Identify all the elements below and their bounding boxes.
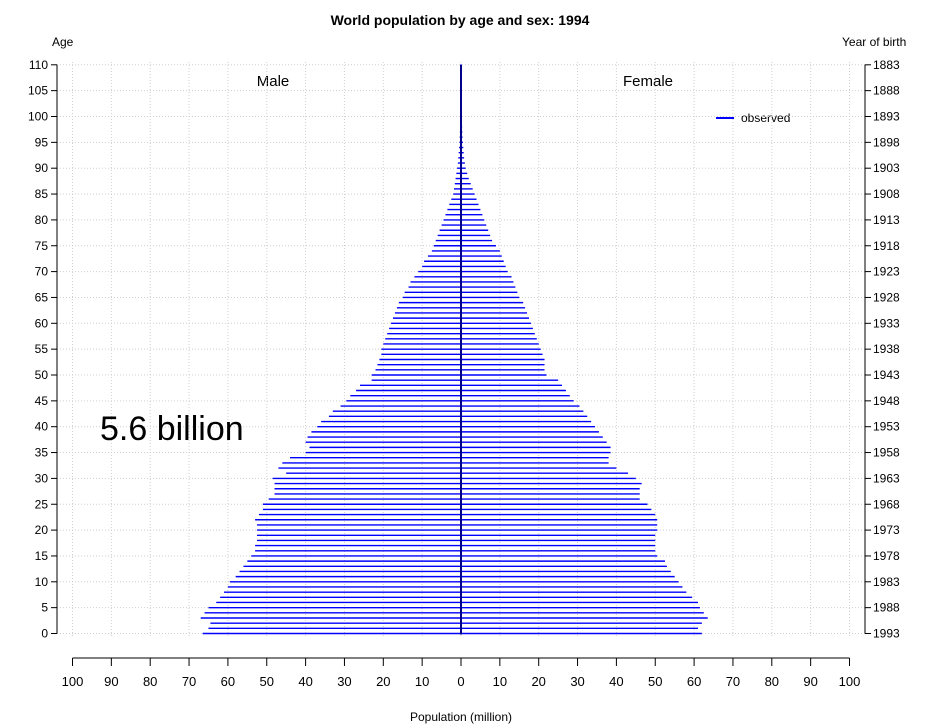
female-group-label: Female (623, 73, 673, 90)
x-tick-label: 20 (531, 674, 545, 689)
birth-year-tick-label: 1928 (873, 290, 900, 304)
chart-title: World population by age and sex: 1994 (331, 12, 590, 28)
x-tick-label: 70 (182, 674, 196, 689)
age-tick-label: 10 (35, 575, 49, 589)
birth-year-tick-label: 1903 (873, 161, 900, 175)
male-group-label: Male (257, 73, 290, 90)
y-axis-right-label: Year of birth (842, 35, 906, 49)
age-tick-label: 90 (35, 161, 49, 175)
birth-year-tick-label: 1883 (873, 58, 900, 72)
age-tick-label: 5 (41, 601, 48, 615)
x-tick-label: 100 (839, 674, 861, 689)
x-tick-label: 60 (221, 674, 235, 689)
x-axis-label: Population (million) (410, 710, 512, 724)
x-tick-label: 0 (457, 674, 464, 689)
age-tick-label: 20 (35, 523, 49, 537)
birth-year-tick-label: 1973 (873, 523, 900, 537)
birth-year-tick-label: 1988 (873, 601, 900, 615)
age-tick-label: 60 (35, 316, 49, 330)
x-tick-label: 30 (337, 674, 351, 689)
birth-year-tick-label: 1983 (873, 575, 900, 589)
birth-year-tick-label: 1918 (873, 239, 900, 253)
age-tick-label: 65 (35, 290, 49, 304)
birth-year-tick-label: 1963 (873, 471, 900, 485)
x-tick-label: 50 (260, 674, 274, 689)
x-tick-label: 100 (62, 674, 84, 689)
x-tick-label: 60 (687, 674, 701, 689)
x-tick-label: 80 (143, 674, 157, 689)
axes: 0 5 10 15 20 25 30 35 40 45 50 55 60 65 70 75 80 85 90 95 10… (28, 58, 900, 689)
x-tick-label: 50 (648, 674, 662, 689)
age-tick-label: 30 (35, 471, 49, 485)
age-tick-label: 35 (35, 446, 49, 460)
y-axis-left-label: Age (52, 35, 74, 49)
age-tick-label: 80 (35, 213, 49, 227)
age-tick-label: 0 (41, 627, 48, 641)
total-population-annotation: 5.6 billion (100, 410, 244, 448)
age-tick-label: 85 (35, 187, 49, 201)
birth-year-tick-label: 1893 (873, 110, 900, 124)
age-tick-label: 110 (29, 58, 48, 72)
age-tick-label: 95 (35, 135, 49, 149)
age-tick-label: 75 (35, 239, 49, 253)
legend: observed (716, 111, 790, 125)
age-tick-label: 50 (35, 368, 49, 382)
birth-year-tick-label: 1908 (873, 187, 900, 201)
birth-year-tick-label: 1938 (873, 342, 900, 356)
birth-year-tick-label: 1958 (873, 446, 900, 460)
age-tick-label: 100 (28, 110, 48, 124)
age-tick-label: 55 (35, 342, 49, 356)
x-tick-label: 80 (765, 674, 779, 689)
birth-year-tick-label: 1993 (873, 627, 900, 641)
birth-year-tick-label: 1923 (873, 265, 900, 279)
age-tick-label: 70 (35, 265, 49, 279)
legend-label: observed (741, 111, 790, 125)
birth-year-tick-label: 1898 (873, 135, 900, 149)
x-tick-label: 10 (493, 674, 507, 689)
x-tick-label: 70 (726, 674, 740, 689)
birth-year-tick-label: 1888 (873, 84, 900, 98)
birth-year-tick-label: 1943 (873, 368, 900, 382)
age-tick-label: 105 (28, 84, 48, 98)
x-tick-label: 20 (376, 674, 390, 689)
birth-year-tick-label: 1968 (873, 497, 900, 511)
x-tick-label: 30 (570, 674, 584, 689)
birth-year-tick-label: 1978 (873, 549, 900, 563)
age-tick-label: 45 (35, 394, 49, 408)
x-tick-label: 40 (298, 674, 312, 689)
birth-year-tick-label: 1913 (873, 213, 900, 227)
x-tick-label: 10 (415, 674, 429, 689)
birth-year-tick-label: 1933 (873, 316, 900, 330)
bars (200, 64, 708, 635)
age-tick-label: 15 (35, 549, 49, 563)
x-tick-label: 40 (609, 674, 623, 689)
x-tick-label: 90 (803, 674, 817, 689)
birth-year-tick-label: 1948 (873, 394, 900, 408)
x-tick-label: 90 (104, 674, 118, 689)
age-tick-label: 40 (35, 420, 49, 434)
age-tick-label: 25 (35, 497, 49, 511)
birth-year-tick-label: 1953 (873, 420, 900, 434)
